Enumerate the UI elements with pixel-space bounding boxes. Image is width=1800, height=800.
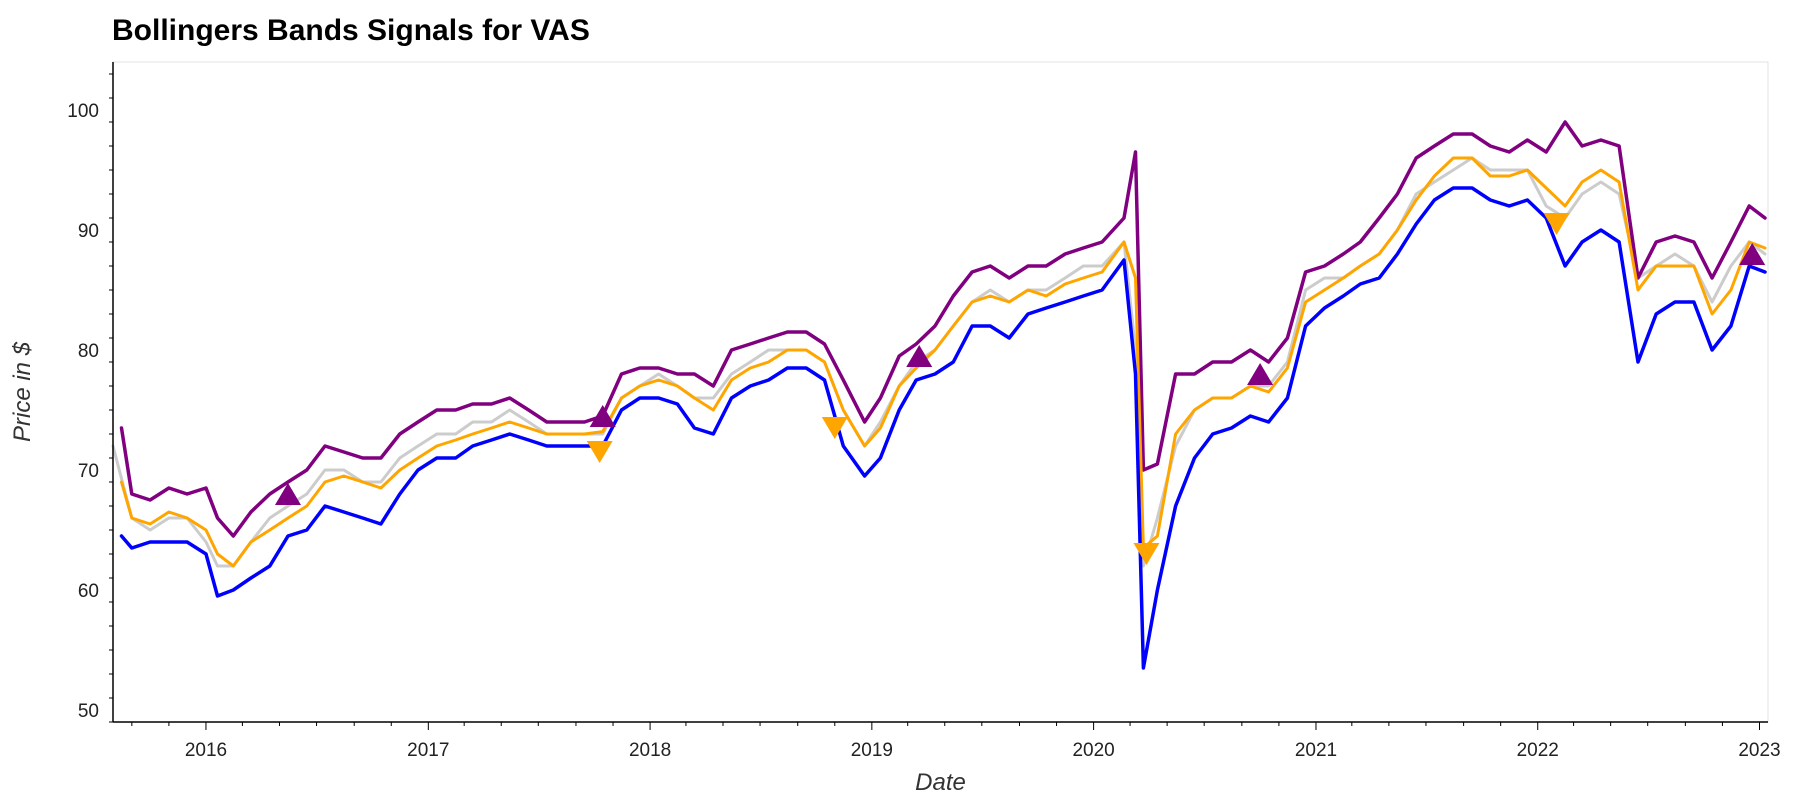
series-line-lower — [119, 186, 1767, 670]
x-tick-label: 2019 — [851, 740, 893, 761]
plot-frame — [112, 61, 1769, 723]
series-line-middle — [120, 156, 1767, 568]
x-tick-label: 2020 — [1072, 740, 1114, 761]
y-tick-label: 50 — [78, 701, 99, 722]
x-tick-label: 2023 — [1738, 740, 1780, 761]
sell-signal-marker — [821, 417, 848, 439]
y-axis-label: Price in $ — [9, 341, 36, 442]
y-tick-label: 60 — [78, 581, 99, 602]
axes-layer: 50 60 70 80 90 100 2016 2017 2018 2019 2020 2021 202… — [67, 62, 1781, 761]
series-layer — [111, 120, 1767, 670]
series-line-upper — [119, 120, 1767, 538]
sell-signal-marker — [586, 441, 613, 463]
chart-title: Bollingers Bands Signals for VAS — [112, 14, 590, 47]
x-axis-label: Date — [915, 769, 966, 796]
y-tick-label: 80 — [78, 341, 99, 362]
plot-area — [112, 61, 1769, 723]
sell-signal-marker — [1543, 213, 1570, 235]
x-tick-label: 2021 — [1295, 740, 1337, 761]
buy-signal-marker — [589, 405, 616, 427]
buy-signal-marker — [1247, 363, 1274, 385]
series-line-close — [111, 156, 1767, 568]
sell-signal-marker — [1133, 543, 1160, 565]
buy-signal-marker — [274, 483, 301, 505]
x-tick-label: 2018 — [629, 740, 671, 761]
buy-signal-marker — [906, 345, 933, 367]
y-tick-label: 100 — [67, 101, 99, 122]
y-tick-label: 70 — [78, 461, 99, 482]
x-tick-label: 2017 — [407, 740, 449, 761]
y-tick-label: 90 — [78, 221, 99, 242]
signal-layer — [274, 213, 1766, 565]
buy-signal-marker — [1739, 243, 1766, 265]
x-tick-label: 2022 — [1517, 740, 1559, 761]
x-tick-label: 2016 — [185, 740, 227, 761]
